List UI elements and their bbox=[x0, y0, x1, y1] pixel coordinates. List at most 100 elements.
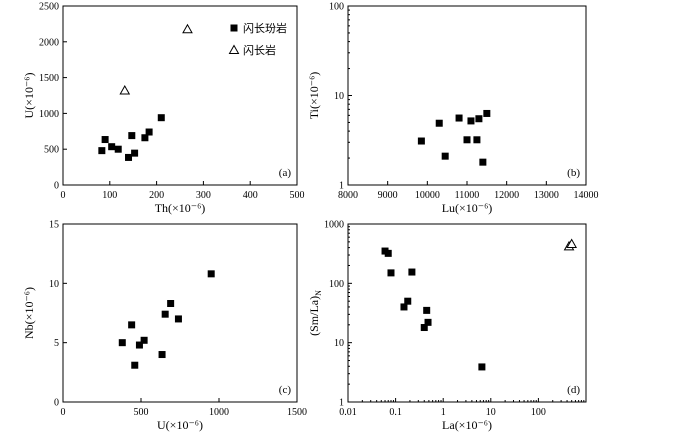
legend-marker-square bbox=[230, 24, 238, 32]
data-point-square bbox=[118, 339, 126, 347]
panel-c: 0 500 1000 1500 0 5 10 15 U(×10⁻⁶) Nb(×10⁻⁶) (c) bbox=[22, 220, 307, 433]
data-point-square bbox=[128, 321, 136, 329]
x-tick-label: 1 bbox=[441, 407, 446, 418]
data-point-square bbox=[423, 306, 431, 314]
y-tick-label: 15 bbox=[49, 220, 59, 231]
x-tick-label: 0.01 bbox=[339, 407, 357, 418]
x-tick-label: 14000 bbox=[574, 190, 599, 201]
data-point-square bbox=[473, 136, 481, 144]
data-point-square bbox=[384, 249, 392, 257]
legend-label: 闪长岩 bbox=[243, 43, 276, 57]
data-point-square bbox=[131, 149, 139, 157]
y-tick-label: 0 bbox=[54, 181, 59, 192]
x-tick-label: 0 bbox=[61, 190, 66, 201]
data-point-square bbox=[167, 300, 175, 308]
y-tick-label: 0 bbox=[54, 398, 59, 409]
x-tick-label: 0.1 bbox=[389, 407, 402, 418]
y-tick-label: 100 bbox=[329, 2, 344, 13]
plot-frame bbox=[62, 223, 298, 403]
data-point-square bbox=[157, 114, 165, 122]
data-point-square bbox=[387, 269, 395, 277]
y-tick-label: 1000 bbox=[39, 109, 59, 120]
data-point-square bbox=[207, 270, 215, 278]
y-axis-label: Ti(×10⁻⁶) bbox=[307, 72, 321, 120]
legend-label: 闪长玢岩 bbox=[243, 21, 287, 35]
x-axis-label: La(×10⁻⁶) bbox=[442, 418, 492, 432]
data-point-square bbox=[435, 119, 443, 127]
x-tick-label: 9000 bbox=[378, 190, 398, 201]
x-tick-label: 1000 bbox=[209, 407, 229, 418]
x-tick-label: 11000 bbox=[455, 190, 480, 201]
data-point-square bbox=[125, 153, 133, 161]
panel-label: (b) bbox=[567, 167, 580, 179]
data-point-square bbox=[131, 361, 139, 369]
data-point-square bbox=[141, 134, 149, 142]
data-point-square bbox=[145, 128, 153, 136]
x-axis-label: U(×10⁻⁶) bbox=[157, 418, 203, 432]
data-point-square bbox=[483, 109, 491, 117]
y-axis-label: (Sm/La)N bbox=[307, 290, 323, 336]
data-point-square bbox=[158, 351, 166, 359]
data-point-square bbox=[424, 318, 432, 326]
panel-label: (a) bbox=[279, 167, 292, 179]
x-tick-label: 500 bbox=[134, 407, 149, 418]
y-tick-label: 1500 bbox=[39, 73, 59, 84]
data-point-triangle bbox=[119, 84, 131, 95]
plot-frame bbox=[62, 5, 298, 186]
y-tick-label: 1000 bbox=[324, 220, 344, 231]
panel-b: 8000 9000 10000 11000 12000 13000 14000 1 10 100 L… bbox=[307, 2, 599, 216]
plot-frame bbox=[347, 5, 587, 186]
x-tick-label: 12000 bbox=[494, 190, 519, 201]
data-point-square bbox=[114, 145, 122, 153]
x-tick-label: 1500 bbox=[287, 407, 307, 418]
y-tick-label: 5 bbox=[54, 338, 59, 349]
y-tick-label: 500 bbox=[44, 145, 59, 156]
y-axis-label: Nb(×10⁻⁶) bbox=[22, 287, 36, 339]
y-axis-label: U(×10⁻⁶) bbox=[22, 73, 36, 119]
data-point-square bbox=[98, 147, 106, 155]
data-point-square bbox=[400, 303, 408, 311]
x-tick-label: 300 bbox=[196, 190, 211, 201]
data-point-square bbox=[475, 115, 483, 123]
y-tick-label: 10 bbox=[49, 279, 59, 290]
panel-a: 0 100 200 300 400 500 0 500 1000 1500 2000 2500 Th(×… bbox=[22, 2, 305, 216]
panel-label: (c) bbox=[279, 384, 292, 396]
y-tick-label: 10 bbox=[334, 91, 344, 102]
data-point-square bbox=[478, 363, 486, 371]
x-axis-label: Lu(×10⁻⁶) bbox=[442, 201, 493, 215]
data-point-square bbox=[404, 297, 412, 305]
y-tick-label: 2000 bbox=[39, 37, 59, 48]
plot-frame bbox=[347, 223, 587, 403]
y-tick-label: 10 bbox=[334, 338, 344, 349]
data-point-triangle bbox=[566, 238, 578, 249]
y-tick-label: 2500 bbox=[39, 2, 59, 13]
x-tick-label: 8000 bbox=[338, 190, 358, 201]
y-tick-label: 1 bbox=[339, 181, 344, 192]
x-tick-label: 13000 bbox=[534, 190, 559, 201]
x-tick-label: 100 bbox=[102, 190, 117, 201]
x-tick-label: 10000 bbox=[415, 190, 440, 201]
data-point-square bbox=[417, 137, 425, 145]
data-point-square bbox=[455, 114, 463, 122]
data-point-square bbox=[479, 158, 487, 166]
legend-marker-triangle bbox=[228, 44, 240, 54]
x-axis-label: Th(×10⁻⁶) bbox=[155, 201, 206, 215]
data-point-square bbox=[441, 152, 449, 160]
x-tick-label: 0 bbox=[61, 407, 66, 418]
data-point-square bbox=[140, 336, 148, 344]
data-point-triangle bbox=[182, 23, 193, 34]
x-tick-label: 500 bbox=[290, 190, 305, 201]
data-point-square bbox=[467, 117, 475, 125]
y-tick-label: 100 bbox=[329, 279, 344, 290]
x-tick-label: 200 bbox=[149, 190, 164, 201]
data-point-square bbox=[128, 132, 136, 140]
x-tick-label: 10 bbox=[486, 407, 496, 418]
x-tick-label: 100 bbox=[531, 407, 546, 418]
panel-label: (d) bbox=[567, 384, 580, 396]
panel-d: 0.01 0.1 1 10 100 1 10 100 1000 La(×10⁻⁶) (Sm/La)N… bbox=[307, 220, 587, 432]
data-point-square bbox=[108, 143, 116, 151]
data-point-square bbox=[174, 315, 182, 323]
